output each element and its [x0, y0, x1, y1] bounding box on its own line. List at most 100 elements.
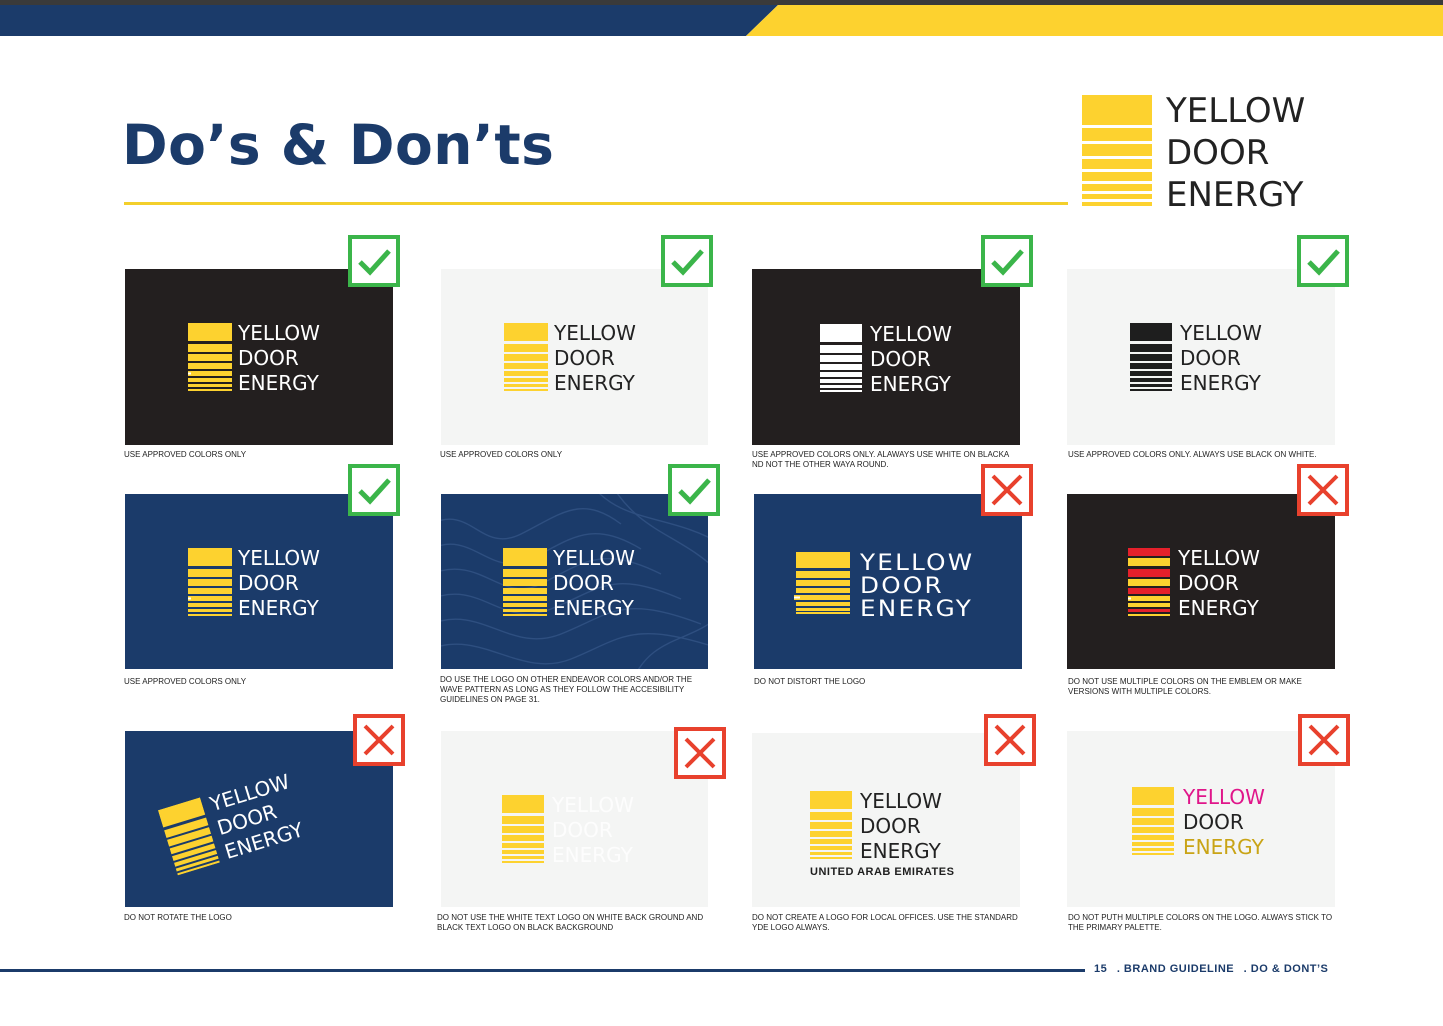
footer-section: . BRAND GUIDELINE: [1116, 963, 1235, 975]
example-panel-7: YELLOW DOOR ENERGY: [754, 494, 1022, 669]
approved-badge: [661, 235, 713, 287]
example-panel-8: YELLOW DOOR ENERGY: [1067, 494, 1335, 669]
footer-subsection: . DO & DONT’S: [1243, 963, 1329, 975]
rejected-badge: [674, 727, 726, 779]
title-underline: [124, 202, 1068, 205]
brand-logo: YELLOW DOOR ENERGY: [1082, 90, 1382, 215]
logo-line-3: ENERGY: [1180, 371, 1261, 395]
page-footer: 15 . BRAND GUIDELINE . DO & DONT’S: [1094, 963, 1334, 975]
rejected-badge: [981, 464, 1033, 516]
door-emblem-icon: [503, 548, 547, 616]
brand-line-2: DOOR: [1166, 133, 1270, 173]
brand-line-1: YELLOW: [1166, 91, 1306, 131]
approved-badge: [981, 235, 1033, 287]
card-caption: DO NOT CREATE A LOGO FOR LOCAL OFFICES. …: [752, 913, 1018, 932]
cross-icon: [991, 474, 1023, 506]
logo-line-2: DOOR: [238, 571, 299, 595]
check-icon: [358, 478, 391, 505]
logo-line-1: YELLOW: [1183, 785, 1265, 809]
logo-line-2: DOOR: [860, 574, 944, 599]
logo-line-3: ENERGY: [860, 839, 941, 863]
approved-badge: [1297, 235, 1349, 287]
cross-icon: [994, 724, 1026, 756]
card-caption: DO USE THE LOGO ON OTHER ENDEAVOR COLORS…: [440, 675, 693, 704]
door-emblem-icon: [188, 323, 232, 391]
check-icon: [678, 478, 711, 505]
logo-line-2: DOOR: [1178, 571, 1239, 595]
logo-line-2: DOOR: [860, 814, 921, 838]
door-emblem-icon: [157, 797, 220, 876]
logo-line-1: YELLOW: [860, 789, 942, 813]
example-panel-11: YELLOW DOOR ENERGY: [752, 733, 1020, 907]
logo-line-2: DOOR: [552, 818, 613, 842]
example-panel-6: YELLOW DOOR ENERGY: [441, 494, 708, 669]
door-emblem-icon: [1130, 323, 1172, 391]
check-icon: [358, 249, 391, 276]
door-emblem-icon: [188, 548, 232, 616]
card-caption: USE APPROVED COLORS ONLY: [124, 677, 247, 686]
logo-line-3: ENERGY: [238, 371, 319, 395]
example-panel-9: YELLOW DOOR ENERGY: [125, 731, 393, 907]
logo-line-3: ENERGY: [552, 843, 633, 867]
door-emblem-icon: [502, 795, 544, 863]
example-panel-2: YELLOW DOOR ENERGY: [441, 269, 708, 445]
logo-line-1: YELLOW: [552, 793, 634, 817]
brand-line-3: ENERGY: [1166, 175, 1304, 215]
check-icon: [1307, 249, 1340, 276]
card-caption: DO NOT USE THE WHITE TEXT LOGO ON WHITE …: [437, 913, 704, 932]
example-panel-10: YELLOW DOOR ENERGY: [441, 731, 708, 907]
page-title: Do’s & Don’ts: [122, 113, 555, 177]
example-panel-4: YELLOW DOOR ENERGY: [1067, 269, 1335, 445]
logo-line-3: ENERGY: [1183, 835, 1264, 859]
logo-line-3: ENERGY: [238, 596, 319, 620]
approved-badge: [348, 464, 400, 516]
logo-line-1: YELLOW: [1180, 321, 1262, 345]
logo-line-3: ENERGY: [870, 372, 951, 396]
logo-line-2: DOOR: [870, 347, 931, 371]
logo-line-2: DOOR: [238, 346, 299, 370]
logo-line-2: DOOR: [1183, 810, 1244, 834]
example-panel-5: YELLOW DOOR ENERGY: [125, 494, 393, 669]
rejected-badge: [1297, 464, 1349, 516]
logo-line-1: YELLOW: [860, 551, 975, 576]
door-emblem-icon: [504, 323, 548, 391]
door-emblem-icon: [820, 324, 862, 392]
logo-line-3: ENERGY: [1178, 596, 1259, 620]
cross-icon: [363, 724, 395, 756]
door-emblem-icon: [1128, 548, 1170, 616]
card-caption: DO NOT ROTATE THE LOGO: [124, 913, 232, 922]
logo-line-2: DOOR: [1180, 346, 1241, 370]
example-panel-1: YELLOW DOOR ENERGY: [125, 269, 393, 445]
page-number: 15: [1094, 963, 1108, 975]
footer-rule: [0, 969, 1085, 972]
card-caption: USE APPROVED COLORS ONLY. ALAWAYS USE WH…: [752, 450, 1009, 469]
example-panel-3: YELLOW DOOR ENERGY: [752, 269, 1020, 445]
rejected-badge: [984, 714, 1036, 766]
logo-line-3: ENERGY: [554, 371, 635, 395]
approved-badge: [348, 235, 400, 287]
door-emblem-icon: [1132, 787, 1174, 855]
top-banner: [0, 0, 1443, 36]
door-emblem-icon: [1082, 95, 1152, 206]
rejected-badge: [353, 714, 405, 766]
door-emblem-icon: [810, 791, 852, 859]
logo-line-1: YELLOW: [554, 321, 636, 345]
logo-line-1: YELLOW: [1178, 546, 1260, 570]
card-caption: DO NOT PUTH MULTIPLE COLORS ON THE LOGO.…: [1068, 913, 1333, 932]
card-caption: USE APPROVED COLORS ONLY: [124, 450, 247, 459]
check-icon: [991, 249, 1024, 276]
rejected-badge: [1298, 714, 1350, 766]
logo-line-1: YELLOW: [238, 546, 320, 570]
card-caption: USE APPROVED COLORS ONLY. ALWAYS USE BLA…: [1068, 450, 1317, 459]
logo-line-3: ENERGY: [860, 597, 974, 622]
card-caption: DO NOT DISTORT THE LOGO: [754, 677, 866, 686]
logo-line-1: YELLOW: [553, 546, 635, 570]
local-office-label: UNITED ARAB EMIRATES: [810, 866, 955, 878]
card-caption: DO NOT USE MULTIPLE COLORS ON THE EMBLEM…: [1068, 677, 1302, 696]
logo-line-2: DOOR: [554, 346, 615, 370]
cross-icon: [1307, 474, 1339, 506]
door-emblem-icon: [794, 552, 850, 614]
cross-icon: [684, 737, 716, 769]
logo-line-3: ENERGY: [553, 596, 634, 620]
example-panel-12: YELLOW DOOR ENERGY: [1067, 731, 1335, 907]
